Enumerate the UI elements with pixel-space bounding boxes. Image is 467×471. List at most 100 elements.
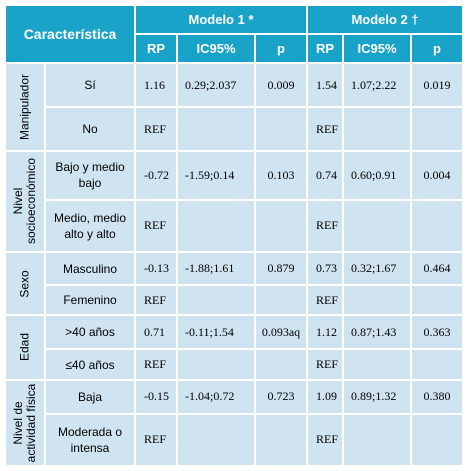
m2-p-cell: 0.464 xyxy=(410,251,465,287)
m2-ic95-cell: 1.07;2.22 xyxy=(342,62,413,109)
category-label: Medio, medio alto y alto xyxy=(44,198,136,254)
m1-rp-cell: -0.72 xyxy=(134,149,178,201)
m2-ic95-cell: 0.32;1.67 xyxy=(342,251,413,287)
m2-p-cell xyxy=(410,284,465,317)
m1-p-cell: 0.093aq xyxy=(253,314,309,351)
table-row: Femenino REF REF xyxy=(5,284,465,317)
m2-p-cell xyxy=(410,198,465,254)
table-row: Medio, medio alto y alto REF REF xyxy=(5,198,465,254)
group-label: Nivel socioeconómico xyxy=(11,158,38,245)
group-label-cell: Nivel de actividad física xyxy=(4,378,46,468)
subheader-rp: RP xyxy=(306,33,345,65)
category-label: ≤40 años xyxy=(44,348,136,381)
m2-rp-cell: 1.12 xyxy=(306,314,345,351)
m1-rp-cell: 0.71 xyxy=(134,314,178,351)
m2-rp-cell: 1.54 xyxy=(306,62,345,109)
m2-rp-cell: 0.73 xyxy=(306,251,345,287)
m2-ic95-cell: 0.87;1.43 xyxy=(342,314,413,351)
m2-p-cell xyxy=(410,106,465,152)
header-caracteristica: Característica xyxy=(4,3,136,65)
table-row: No REF REF xyxy=(5,106,465,152)
m2-ic95-cell xyxy=(342,412,413,468)
m1-p-cell: 0.879 xyxy=(253,251,309,287)
category-label: Femenino xyxy=(44,284,136,317)
m1-p-cell xyxy=(253,348,309,381)
table-row: Sexo Masculino -0.13 -1.88;1.61 0.879 0.73 0.3… xyxy=(4,251,465,317)
m2-p-cell: 0.363 xyxy=(410,314,465,351)
m2-rp-cell: REF xyxy=(306,348,345,381)
subheader-p: p xyxy=(410,33,465,65)
m2-ic95-cell: 0.89;1.32 xyxy=(342,378,413,415)
group-label-line: actividad física xyxy=(24,383,38,463)
m1-ic95-cell: 0.29;2.037 xyxy=(176,62,256,109)
m2-ic95-cell xyxy=(342,198,413,254)
m1-rp-cell: 1.16 xyxy=(134,62,178,109)
table-row: Nivel de actividad física Baja -0.15 -1.04;0… xyxy=(4,378,465,468)
subheader-p: p xyxy=(253,33,309,65)
category-label: No xyxy=(44,106,136,152)
m1-ic95-cell xyxy=(176,412,256,468)
group-label-cell: Sexo xyxy=(4,251,46,317)
m2-p-cell xyxy=(410,412,465,468)
header-modelo-2: Modelo 2 † xyxy=(306,3,465,36)
m1-p-cell xyxy=(253,412,309,468)
m1-rp-cell: REF xyxy=(134,284,178,317)
m2-rp-cell: REF xyxy=(306,198,345,254)
group-label-line: Edad xyxy=(17,333,32,362)
group-label: Manipulador xyxy=(17,73,32,140)
m2-rp-cell: REF xyxy=(306,106,345,152)
m2-p-cell xyxy=(410,348,465,381)
group-label: Edad xyxy=(17,333,32,362)
m1-ic95-cell: -0.11;1.54 xyxy=(176,314,256,351)
table-row: Edad >40 años 0.71 -0.11;1.54 0.093aq 1.12 0.8… xyxy=(4,314,465,381)
m2-rp-cell: REF xyxy=(306,412,345,468)
group-label-cell: Manipulador xyxy=(4,62,46,152)
m1-ic95-cell: -1.88;1.61 xyxy=(176,251,256,287)
category-label: Bajo y medio bajo xyxy=(44,149,136,201)
group-label: Nivel de actividad física xyxy=(11,383,38,463)
m1-rp-cell: REF xyxy=(134,198,178,254)
header-row-1: Característica Modelo 1 * Modelo 2 † xyxy=(4,3,465,65)
m1-ic95-cell: -1.04;0.72 xyxy=(176,378,256,415)
category-label: Baja xyxy=(44,378,136,415)
m2-ic95-cell xyxy=(342,284,413,317)
m1-rp-cell: REF xyxy=(134,412,178,468)
table-row: ≤40 años REF REF xyxy=(5,348,465,381)
category-label: Masculino xyxy=(44,251,136,287)
header-modelo-1: Modelo 1 * xyxy=(133,3,309,36)
table-row: Nivel socioeconómico Bajo y medio bajo -0.7… xyxy=(4,149,465,254)
group-label-line: socioeconómico xyxy=(24,158,38,245)
m1-p-cell xyxy=(253,198,309,254)
m2-rp-cell: REF xyxy=(306,284,345,317)
group-label-line: Manipulador xyxy=(17,73,32,140)
group-label: Sexo xyxy=(17,269,32,298)
m1-rp-cell: -0.13 xyxy=(134,251,178,287)
m1-p-cell xyxy=(253,284,309,317)
m2-rp-cell: 0.74 xyxy=(306,149,345,201)
subheader-ic95: IC95% xyxy=(342,33,413,65)
m1-p-cell: 0.103 xyxy=(253,149,309,201)
m2-rp-cell: 1.09 xyxy=(306,378,345,415)
m1-ic95-cell xyxy=(176,198,256,254)
table-row: Moderada o intensa REF REF xyxy=(5,412,465,468)
m1-ic95-cell xyxy=(176,106,256,152)
m1-p-cell: 0.723 xyxy=(253,378,309,415)
m2-p-cell: 0.004 xyxy=(410,149,465,201)
m2-p-cell: 0.019 xyxy=(410,62,465,109)
m1-rp-cell: REF xyxy=(134,106,178,152)
m2-ic95-cell xyxy=(342,348,413,381)
m2-ic95-cell xyxy=(342,106,413,152)
subheader-rp: RP xyxy=(134,33,178,65)
header-row-2: RP IC95% p RP IC95% p xyxy=(5,33,465,65)
category-label: Sí xyxy=(44,62,136,109)
category-label: Moderada o intensa xyxy=(44,412,136,468)
m1-rp-cell: -0.15 xyxy=(134,378,178,415)
m1-p-cell xyxy=(253,106,309,152)
m1-ic95-cell xyxy=(176,284,256,317)
results-table: Característica Modelo 1 * Modelo 2 † RP … xyxy=(4,3,465,468)
group-label-line: Sexo xyxy=(17,269,32,298)
m2-p-cell: 0.380 xyxy=(410,378,465,415)
table-row: Manipulador Sí 1.16 0.29;2.037 0.009 1.54 1.07… xyxy=(4,62,465,152)
category-label: >40 años xyxy=(44,314,136,351)
